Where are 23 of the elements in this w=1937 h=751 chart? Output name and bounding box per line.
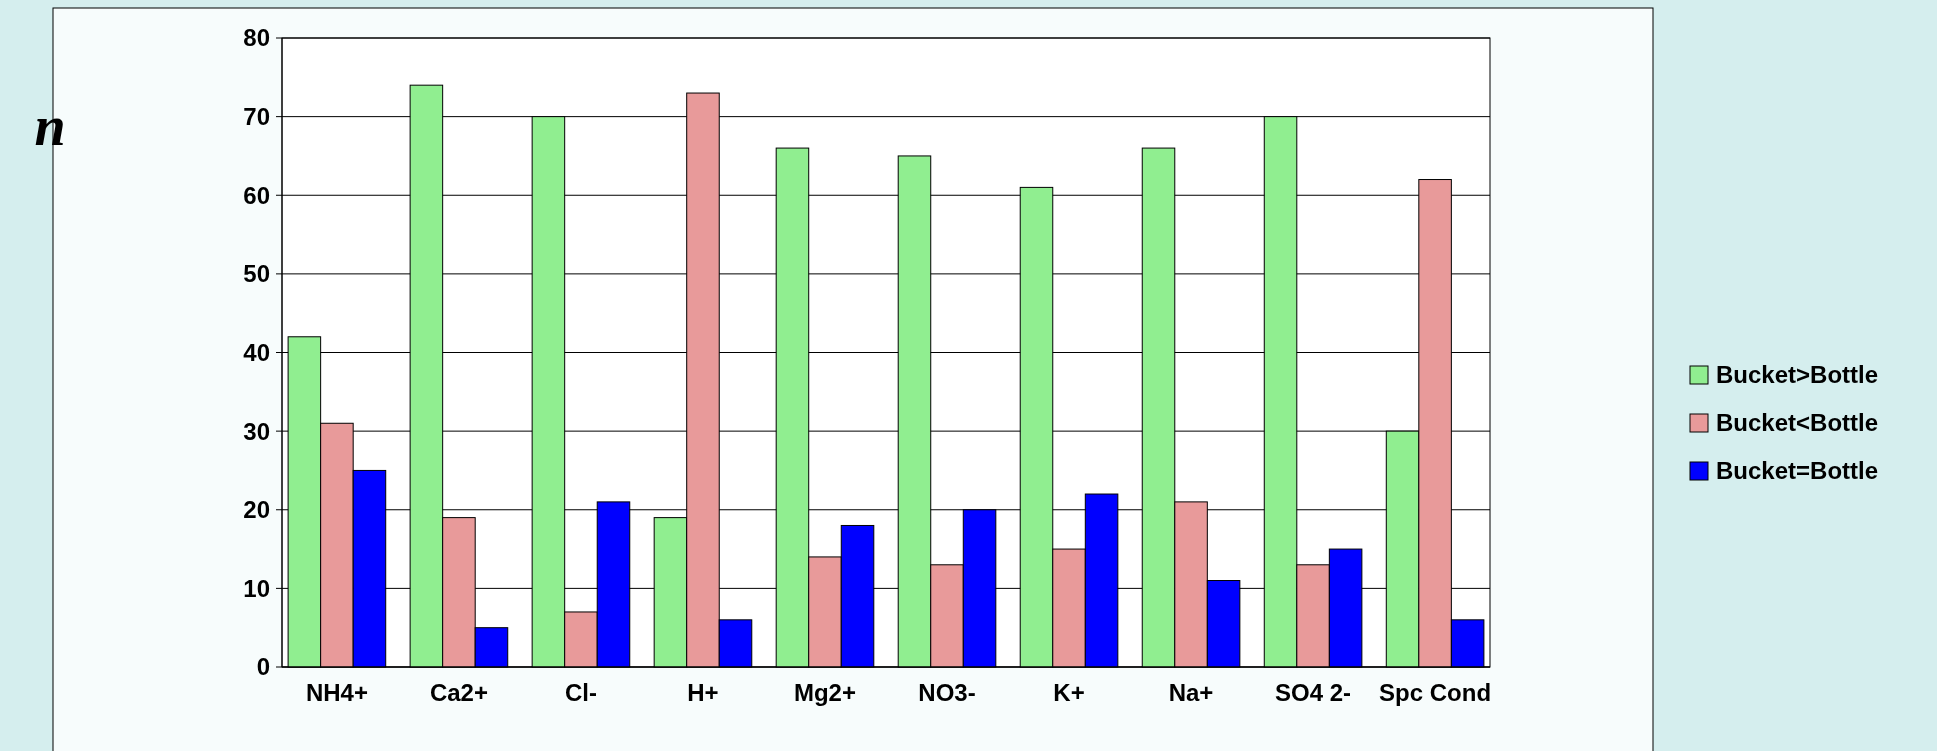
legend-label: Bucket>Bottle (1716, 361, 1879, 389)
y-tick-label: 40 (243, 338, 270, 366)
legend-label: Bucket=Bottle (1716, 457, 1879, 485)
y-tick-label: 20 (243, 496, 270, 524)
y-tick-label: 0 (256, 653, 270, 681)
x-tick-label: H+ (687, 679, 719, 706)
y-tick-label: 30 (243, 417, 270, 445)
x-tick-label: SO4 2- (1275, 679, 1352, 706)
y-tick-label: 50 (243, 260, 270, 288)
y-tick-label: 70 (243, 103, 270, 131)
x-tick-label: NH4+ (305, 679, 368, 706)
y-tick-label: 80 (243, 24, 270, 52)
x-tick-label: Cl- (564, 679, 597, 706)
x-tick-label: NO3- (918, 679, 976, 706)
y-tick-label: 60 (243, 181, 270, 209)
x-tick-label: Spc Cond (1379, 679, 1492, 706)
x-tick-label: Na+ (1168, 679, 1214, 706)
y-axis-title: n (34, 95, 66, 157)
y-tick-label: 10 (243, 574, 270, 602)
x-tick-label: Ca2+ (429, 679, 488, 706)
x-tick-label: Mg2+ (793, 679, 856, 706)
legend-label: Bucket<Bottle (1716, 409, 1879, 437)
x-tick-label: K+ (1053, 679, 1085, 706)
